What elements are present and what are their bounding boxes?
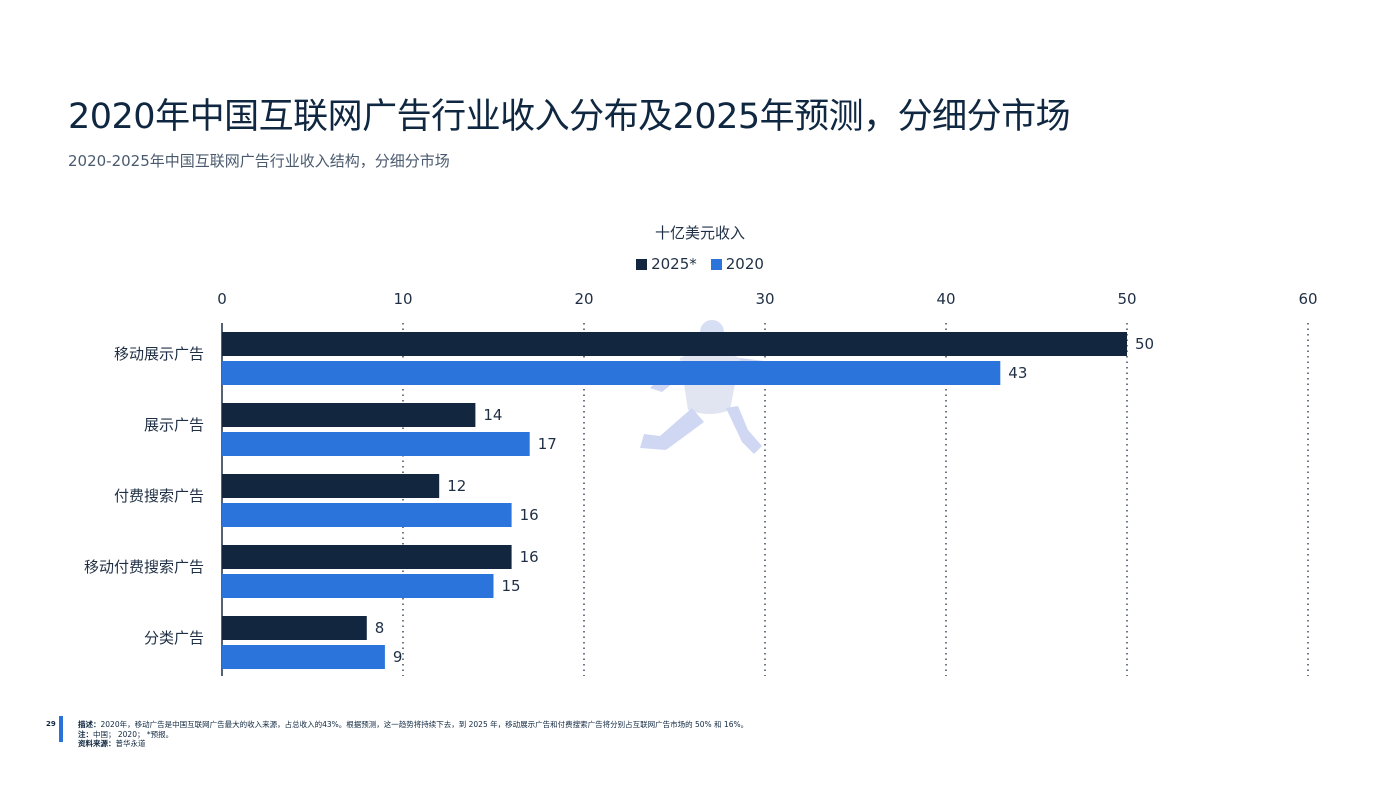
bar-2025: [222, 474, 440, 498]
bar-2025: [222, 616, 367, 640]
data-label: 16: [520, 548, 539, 566]
page-number: 29: [46, 720, 56, 728]
bar-2020: [222, 574, 494, 598]
x-tick-label: 60: [1298, 290, 1317, 308]
legend-swatch-2025: [636, 258, 648, 270]
footer-accent-bar: [59, 716, 63, 742]
source-label: 资料来源：: [78, 739, 116, 748]
category-label: 展示广告: [144, 416, 204, 434]
note-line: 注：中国； 2020； *预报。: [78, 730, 748, 740]
note-text: 中国； 2020； *预报。: [93, 729, 174, 739]
category-label: 移动展示广告: [114, 345, 204, 363]
data-label: 9: [393, 648, 403, 666]
legend-item-2020[interactable]: 2020: [710, 255, 764, 273]
legend-label-2020: 2020: [725, 255, 764, 273]
data-label: 15: [502, 577, 521, 595]
legend-item-2025[interactable]: 2025*: [636, 255, 697, 273]
source-line: 资料来源：普华永道: [78, 739, 748, 749]
description-line: 描述：2020年，移动广告是中国互联网广告最大的收入来源，占总收入的43%。根据…: [78, 720, 748, 730]
bar-2020: [222, 361, 1001, 385]
x-tick-label: 50: [1117, 290, 1136, 308]
data-label: 17: [538, 435, 557, 453]
x-tick-label: 30: [755, 290, 774, 308]
bar-2025: [222, 403, 476, 427]
note-label: 注：: [78, 729, 93, 739]
bar-2025: [222, 545, 512, 569]
footer-notes: 描述：2020年，移动广告是中国互联网广告最大的收入来源，占总收入的43%。根据…: [78, 720, 748, 749]
legend-label-2025: 2025*: [651, 255, 697, 273]
x-axis-title: 十亿美元收入: [654, 224, 745, 242]
data-label: 43: [1008, 364, 1027, 382]
description-label: 描述：: [78, 720, 101, 729]
data-label: 16: [520, 506, 539, 524]
source-text: 普华永道: [115, 739, 146, 748]
category-label: 移动付费搜索广告: [84, 558, 204, 576]
data-label: 14: [483, 406, 502, 424]
chart-legend: 2025* 2020: [0, 255, 1400, 273]
bar-2020: [222, 432, 530, 456]
footer: 29 描述：2020年，移动广告是中国互联网广告最大的收入来源，占总收入的43%…: [0, 716, 1400, 756]
category-label: 分类广告: [144, 629, 204, 647]
bar-2020: [222, 503, 512, 527]
description-text: 2020年，移动广告是中国互联网广告最大的收入来源，占总收入的43%。根据预测，…: [100, 720, 749, 729]
data-label: 8: [375, 619, 385, 637]
page-title: 2020年中国互联网广告行业收入分布及2025年预测，分细分市场: [68, 97, 1071, 137]
legend-swatch-2020: [710, 258, 722, 270]
data-label: 12: [447, 477, 466, 495]
x-tick-label: 10: [393, 290, 412, 308]
bar-2020: [222, 645, 385, 669]
page-subtitle: 2020-2025年中国互联网广告行业收入结构，分细分市场: [68, 152, 450, 170]
x-tick-label: 40: [936, 290, 955, 308]
bar-2025: [222, 332, 1127, 356]
x-tick-label: 0: [217, 290, 227, 308]
category-label: 付费搜索广告: [114, 487, 204, 505]
x-tick-label: 20: [574, 290, 593, 308]
data-label: 50: [1135, 335, 1154, 353]
